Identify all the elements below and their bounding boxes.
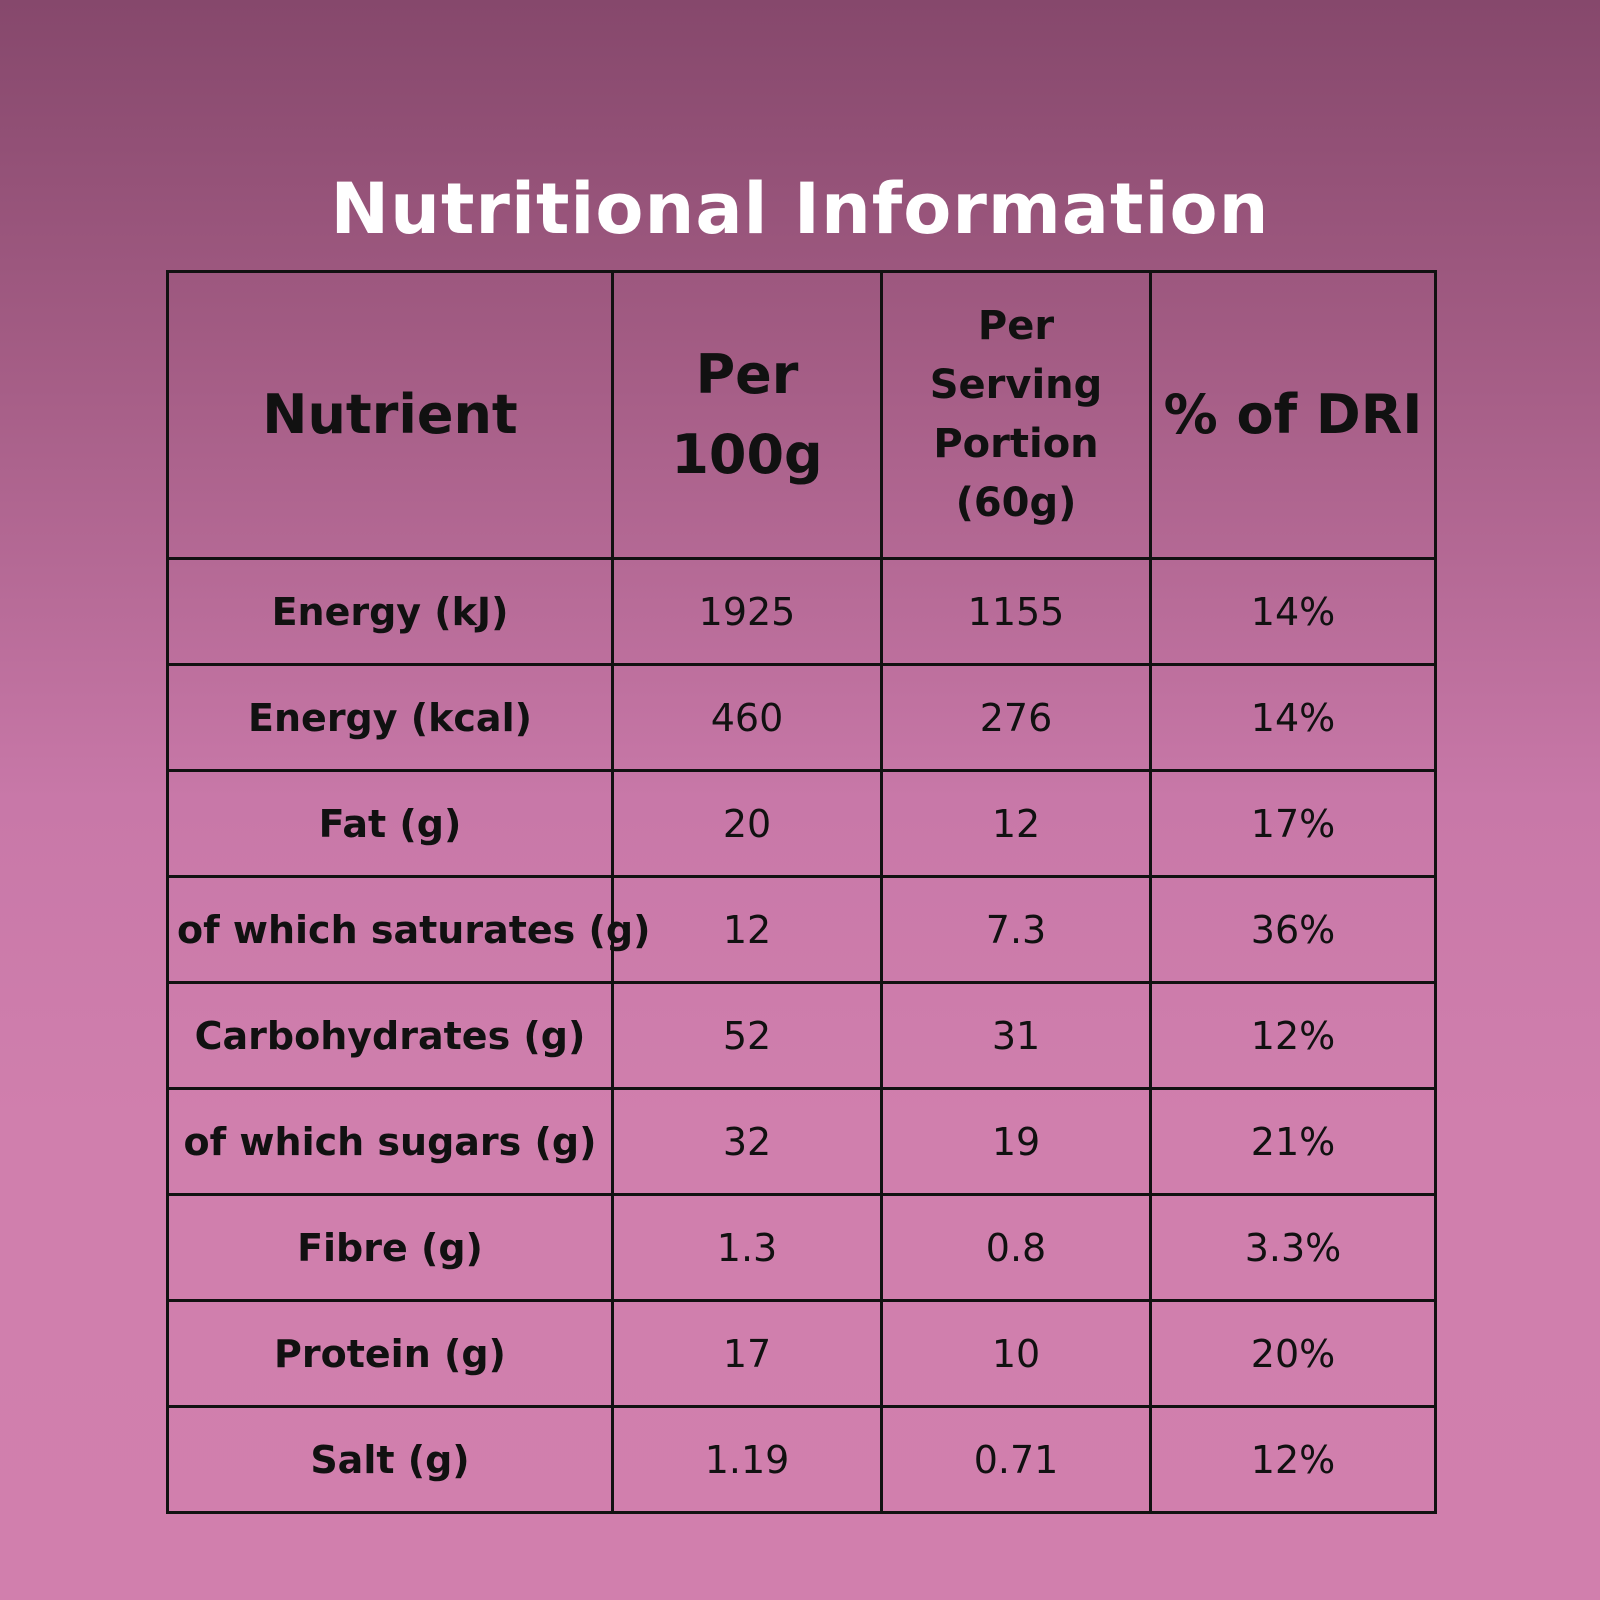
table-row: Salt (g) 1.19 0.71 12% xyxy=(166,1405,1437,1514)
table-header-row: Nutrient Per 100g Per Serving Portion (6… xyxy=(166,270,1437,560)
per-100g-value: 52 xyxy=(611,981,883,1090)
per-serving-value: 19 xyxy=(880,1087,1152,1196)
header-dri: % of DRI xyxy=(1149,270,1437,560)
dri-value: 14% xyxy=(1149,557,1437,666)
nutrient-name: Salt (g) xyxy=(166,1405,614,1514)
per-serving-value: 31 xyxy=(880,981,1152,1090)
per-serving-value: 0.71 xyxy=(880,1405,1152,1514)
nutrient-name: of which sugars (g) xyxy=(166,1087,614,1196)
header-nutrient: Nutrient xyxy=(166,270,614,560)
nutrient-name: Fat (g) xyxy=(166,769,614,878)
table-row: of which saturates (g) 12 7.3 36% xyxy=(166,875,1437,984)
table-row: Fat (g) 20 12 17% xyxy=(166,769,1437,878)
dri-value: 17% xyxy=(1149,769,1437,878)
header-per-serving-line1: Per xyxy=(977,303,1055,349)
header-per-100g-line2: 100g xyxy=(671,423,823,486)
nutrient-name: Carbohydrates (g) xyxy=(166,981,614,1090)
nutrient-name: Energy (kcal) xyxy=(166,663,614,772)
page-title: Nutritional Information xyxy=(330,167,1270,250)
per-serving-value: 10 xyxy=(880,1299,1152,1408)
per-serving-value: 0.8 xyxy=(880,1193,1152,1302)
per-serving-value: 276 xyxy=(880,663,1152,772)
per-100g-value: 12 xyxy=(611,875,883,984)
dri-value: 12% xyxy=(1149,981,1437,1090)
table-row: of which sugars (g) 32 19 21% xyxy=(166,1087,1437,1196)
per-100g-value: 17 xyxy=(611,1299,883,1408)
table-row: Fibre (g) 1.3 0.8 3.3% xyxy=(166,1193,1437,1302)
per-100g-value: 460 xyxy=(611,663,883,772)
per-serving-value: 12 xyxy=(880,769,1152,878)
per-100g-value: 1925 xyxy=(611,557,883,666)
per-100g-value: 20 xyxy=(611,769,883,878)
nutrition-table: Nutrient Per 100g Per Serving Portion (6… xyxy=(166,270,1437,1514)
table-row: Energy (kcal) 460 276 14% xyxy=(166,663,1437,772)
dri-value: 3.3% xyxy=(1149,1193,1437,1302)
nutrient-name: Protein (g) xyxy=(166,1299,614,1408)
dri-value: 21% xyxy=(1149,1087,1437,1196)
header-per-serving-line2: Serving xyxy=(929,362,1103,408)
table-row: Carbohydrates (g) 52 31 12% xyxy=(166,981,1437,1090)
header-per-serving-line3: Portion xyxy=(933,421,1099,467)
per-100g-value: 1.19 xyxy=(611,1405,883,1514)
header-per-100g-line1: Per xyxy=(695,343,799,406)
dri-value: 36% xyxy=(1149,875,1437,984)
per-serving-value: 1155 xyxy=(880,557,1152,666)
nutrient-name: of which saturates (g) xyxy=(166,875,650,984)
nutrient-name: Fibre (g) xyxy=(166,1193,614,1302)
dri-value: 14% xyxy=(1149,663,1437,772)
dri-value: 20% xyxy=(1149,1299,1437,1408)
dri-value: 12% xyxy=(1149,1405,1437,1514)
per-100g-value: 32 xyxy=(611,1087,883,1196)
nutrient-name: Energy (kJ) xyxy=(166,557,614,666)
header-per-serving-line4: (60g) xyxy=(955,480,1077,526)
header-per-100g: Per 100g xyxy=(611,270,883,560)
table-row: Energy (kJ) 1925 1155 14% xyxy=(166,557,1437,666)
per-100g-value: 1.3 xyxy=(611,1193,883,1302)
table-row: Protein (g) 17 10 20% xyxy=(166,1299,1437,1408)
header-per-serving: Per Serving Portion (60g) xyxy=(880,270,1152,560)
per-serving-value: 7.3 xyxy=(880,875,1152,984)
